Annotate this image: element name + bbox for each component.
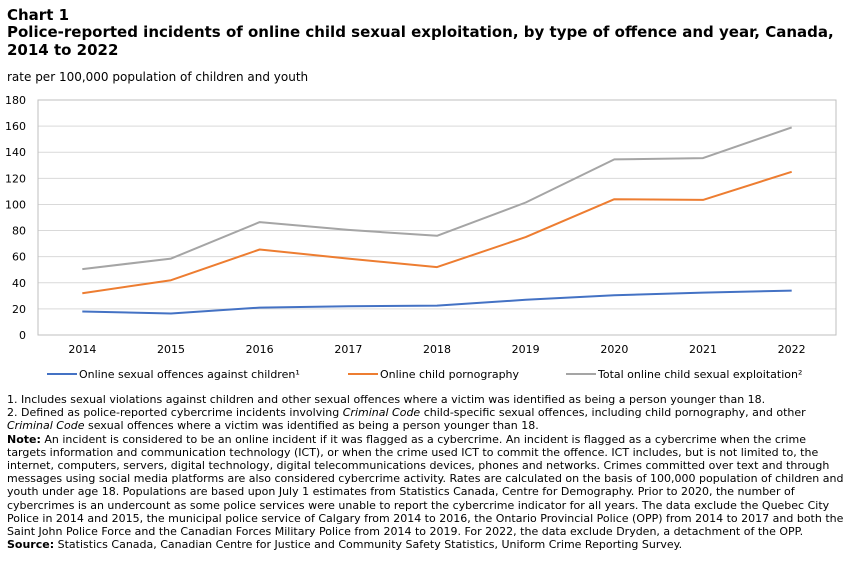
series-line-2: [82, 170, 793, 295]
gridlines: [37, 99, 837, 336]
footnotes: 1. Includes sexual violations against ch…: [7, 393, 845, 551]
footnote-1: 1. Includes sexual violations against ch…: [7, 393, 766, 406]
legend-label: Online sexual offences against children¹: [79, 368, 300, 381]
x-tick-label: 2019: [512, 343, 540, 356]
x-tick-label: 2022: [778, 343, 806, 356]
x-tick-label: 2015: [157, 343, 185, 356]
series-line-1: [82, 289, 792, 315]
plot-area-border: [37, 99, 837, 336]
y-tick-label: 40: [12, 277, 26, 290]
x-tick-label: 2018: [423, 343, 451, 356]
y-tick-label: 0: [19, 329, 26, 342]
y-tick-label: 140: [5, 146, 26, 159]
series-lines: [82, 126, 793, 315]
footnote-2: 2. Defined as police-reported cybercrime…: [7, 406, 806, 433]
y-axis-ticks: 0 20 40 60 80 100 120 140 160 180: [5, 94, 26, 342]
y-tick-label: 120: [5, 172, 26, 185]
y-tick-label: 180: [5, 94, 26, 107]
x-tick-label: 2014: [68, 343, 96, 356]
y-axis-unit-label: rate per 100,000 population of children …: [7, 70, 309, 84]
x-tick-label: 2020: [600, 343, 628, 356]
y-tick-label: 60: [12, 251, 26, 264]
x-tick-label: 2021: [689, 343, 717, 356]
y-tick-label: 160: [5, 120, 26, 133]
y-tick-label: 100: [5, 198, 26, 211]
legend-label: Online child pornography: [380, 368, 520, 381]
chart-title: Police-reported incidents of online chil…: [7, 23, 834, 59]
note: Note: An incident is considered to be an…: [7, 432, 844, 539]
y-tick-label: 20: [12, 303, 26, 316]
chart-number: Chart 1: [7, 6, 70, 24]
source: Source: Statistics Canada, Canadian Cent…: [7, 538, 683, 552]
legend-label: Total online child sexual exploitation²: [597, 368, 802, 381]
y-tick-label: 80: [12, 225, 26, 238]
legend: Online sexual offences against children¹…: [47, 368, 802, 381]
x-tick-label: 2016: [246, 343, 274, 356]
x-tick-label: 2017: [334, 343, 362, 356]
x-axis-ticks: 2014 2015 2016 2017 2018 2019 2020 2021 2022: [68, 343, 805, 356]
series-line-3: [82, 126, 793, 271]
